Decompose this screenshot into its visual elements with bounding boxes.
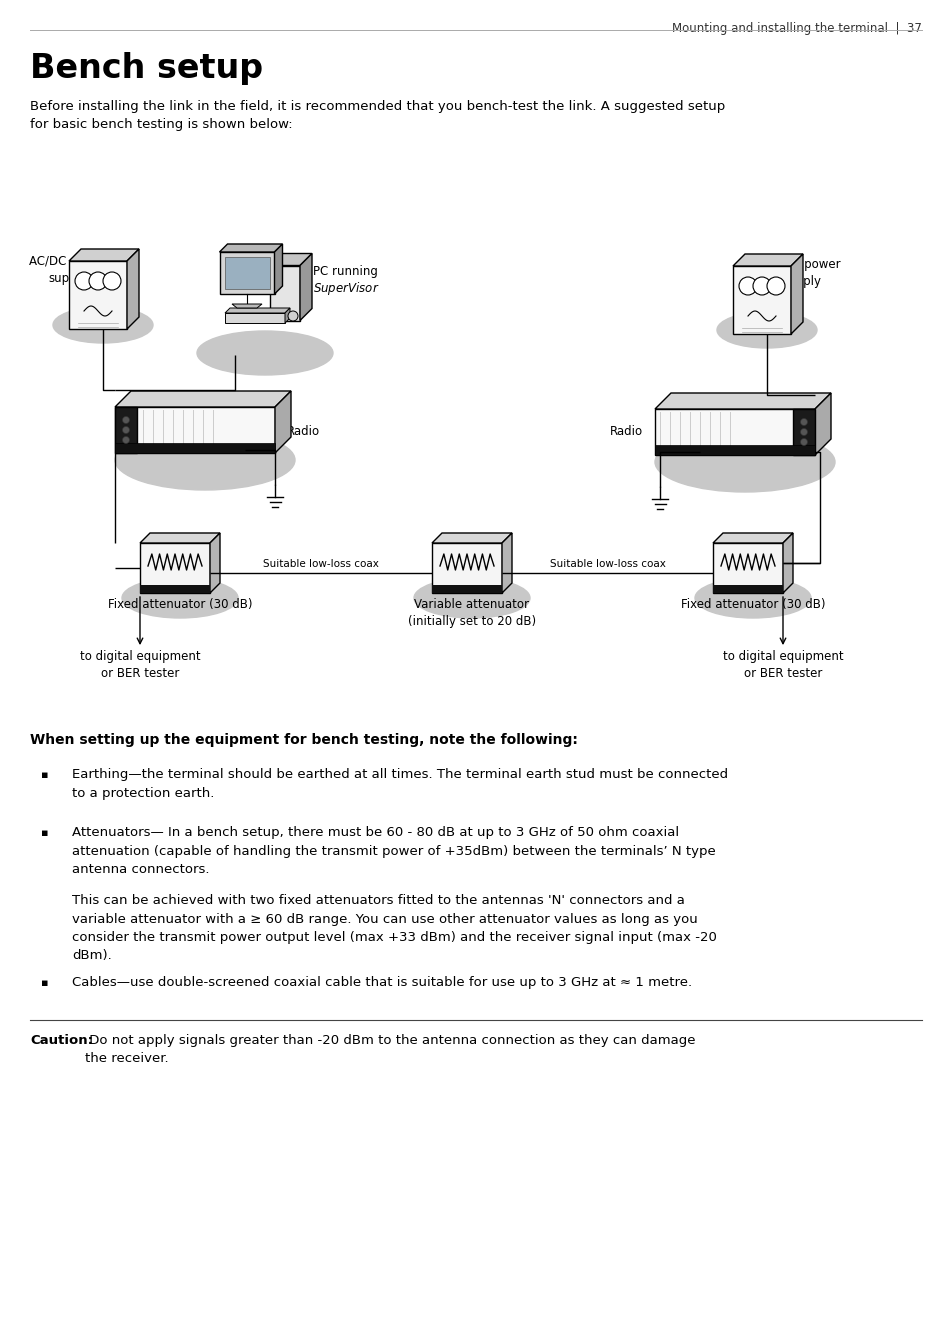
Ellipse shape bbox=[115, 430, 295, 490]
Text: Cables—use double-screened coaxial cable that is suitable for use up to 3 GHz at: Cables—use double-screened coaxial cable… bbox=[72, 976, 692, 989]
Polygon shape bbox=[791, 254, 803, 335]
Polygon shape bbox=[432, 533, 512, 543]
Polygon shape bbox=[793, 409, 815, 456]
Polygon shape bbox=[69, 250, 139, 262]
Ellipse shape bbox=[695, 578, 811, 618]
Text: Bench setup: Bench setup bbox=[30, 52, 263, 85]
Polygon shape bbox=[432, 543, 502, 594]
Polygon shape bbox=[115, 390, 291, 406]
Circle shape bbox=[123, 426, 129, 433]
Text: to digital equipment
or BER tester: to digital equipment or BER tester bbox=[80, 649, 200, 680]
Ellipse shape bbox=[197, 331, 333, 374]
Circle shape bbox=[288, 311, 298, 321]
Text: Suitable low-loss coax: Suitable low-loss coax bbox=[263, 559, 379, 568]
Polygon shape bbox=[232, 304, 262, 308]
Text: to digital equipment
or BER tester: to digital equipment or BER tester bbox=[723, 649, 843, 680]
Polygon shape bbox=[274, 244, 283, 293]
Text: ▪: ▪ bbox=[41, 827, 49, 838]
Polygon shape bbox=[127, 250, 139, 329]
Polygon shape bbox=[225, 308, 290, 313]
Text: ▪: ▪ bbox=[41, 770, 49, 780]
Polygon shape bbox=[220, 244, 283, 252]
Polygon shape bbox=[270, 254, 312, 266]
Polygon shape bbox=[275, 390, 291, 453]
Text: Attenuators— In a bench setup, there must be 60 - 80 dB at up to 3 GHz of 50 ohm: Attenuators— In a bench setup, there mus… bbox=[72, 826, 716, 876]
Ellipse shape bbox=[122, 578, 238, 618]
Polygon shape bbox=[300, 254, 312, 320]
Text: Earthing—the terminal should be earthed at all times. The terminal earth stud mu: Earthing—the terminal should be earthed … bbox=[72, 768, 728, 799]
Polygon shape bbox=[140, 533, 220, 543]
Text: Mounting and installing the terminal  |  37: Mounting and installing the terminal | 3… bbox=[672, 23, 922, 35]
Text: $\it{SuperVisor}$: $\it{SuperVisor}$ bbox=[313, 280, 380, 297]
Text: Radio: Radio bbox=[610, 425, 643, 438]
Ellipse shape bbox=[53, 307, 153, 343]
Polygon shape bbox=[655, 409, 815, 456]
Polygon shape bbox=[140, 586, 210, 594]
Polygon shape bbox=[140, 543, 210, 594]
Circle shape bbox=[801, 438, 807, 445]
Circle shape bbox=[739, 278, 757, 295]
Polygon shape bbox=[655, 393, 831, 409]
Ellipse shape bbox=[717, 312, 817, 348]
Polygon shape bbox=[713, 533, 793, 543]
Circle shape bbox=[89, 272, 107, 290]
Circle shape bbox=[801, 418, 807, 425]
Text: ▪: ▪ bbox=[41, 977, 49, 988]
Text: This can be achieved with two fixed attenuators fitted to the antennas 'N' conne: This can be achieved with two fixed atte… bbox=[72, 894, 717, 963]
Polygon shape bbox=[733, 266, 791, 335]
Polygon shape bbox=[225, 313, 285, 323]
Polygon shape bbox=[220, 252, 274, 293]
Text: Before installing the link in the field, it is recommended that you bench-test t: Before installing the link in the field,… bbox=[30, 100, 725, 113]
Text: Do not apply signals greater than -20 dBm to the antenna connection as they can : Do not apply signals greater than -20 dB… bbox=[85, 1035, 696, 1065]
Ellipse shape bbox=[655, 432, 835, 491]
Polygon shape bbox=[733, 254, 803, 266]
Text: for basic bench testing is shown below:: for basic bench testing is shown below: bbox=[30, 118, 292, 131]
Circle shape bbox=[801, 429, 807, 436]
Polygon shape bbox=[115, 406, 137, 453]
Polygon shape bbox=[432, 586, 502, 594]
Polygon shape bbox=[713, 586, 783, 594]
Polygon shape bbox=[713, 543, 783, 594]
Circle shape bbox=[753, 278, 771, 295]
Text: Caution:: Caution: bbox=[30, 1035, 93, 1046]
Polygon shape bbox=[783, 533, 793, 594]
Polygon shape bbox=[270, 266, 300, 320]
Circle shape bbox=[75, 272, 93, 290]
Circle shape bbox=[103, 272, 121, 290]
Polygon shape bbox=[115, 444, 275, 453]
Text: Suitable low-loss coax: Suitable low-loss coax bbox=[549, 559, 665, 568]
Circle shape bbox=[123, 437, 129, 444]
Text: AC/DC power
supply: AC/DC power supply bbox=[764, 258, 841, 288]
Ellipse shape bbox=[414, 578, 530, 618]
Text: Fixed attenuator (30 dB): Fixed attenuator (30 dB) bbox=[108, 598, 252, 611]
Text: AC/DC power
supply: AC/DC power supply bbox=[30, 255, 107, 286]
Circle shape bbox=[123, 417, 129, 424]
Text: When setting up the equipment for bench testing, note the following:: When setting up the equipment for bench … bbox=[30, 733, 578, 746]
Polygon shape bbox=[115, 406, 275, 453]
Text: PC running: PC running bbox=[313, 266, 378, 278]
Polygon shape bbox=[285, 308, 290, 323]
Polygon shape bbox=[815, 393, 831, 456]
Polygon shape bbox=[655, 445, 815, 456]
Text: Radio: Radio bbox=[287, 425, 320, 438]
Text: Fixed attenuator (30 dB): Fixed attenuator (30 dB) bbox=[681, 598, 825, 611]
Polygon shape bbox=[502, 533, 512, 594]
Polygon shape bbox=[210, 533, 220, 594]
Text: Variable attenuator
(initially set to 20 dB): Variable attenuator (initially set to 20… bbox=[408, 598, 536, 628]
Polygon shape bbox=[225, 258, 269, 290]
Polygon shape bbox=[69, 262, 127, 329]
Circle shape bbox=[767, 278, 785, 295]
